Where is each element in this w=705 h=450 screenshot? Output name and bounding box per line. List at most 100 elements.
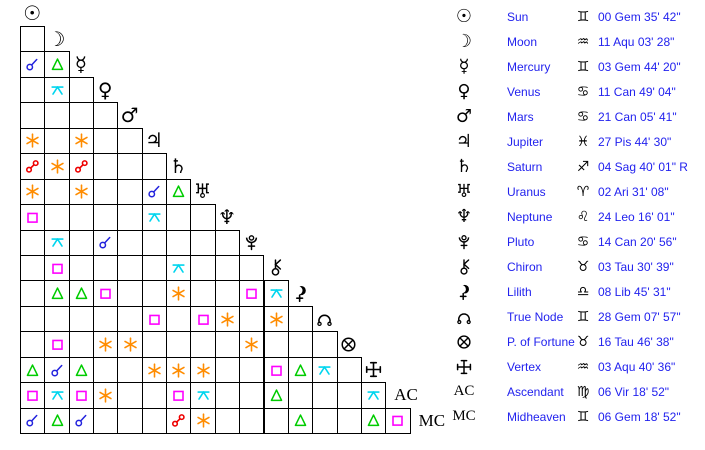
sextile-aspect-icon (172, 362, 186, 378)
chiron-glyph (443, 258, 485, 275)
quincunx-aspect-icon (172, 263, 185, 273)
mars-glyph: ♂ (455, 105, 473, 127)
pluto-glyph-icon (458, 234, 470, 249)
truenode-glyph-icon (457, 312, 471, 324)
trine-aspect-icon (294, 414, 307, 427)
aspect-cell-midheaven-lilith (287, 407, 314, 435)
position-row-pluto: Pluto ♋ 14 Can 20' 56" (443, 229, 705, 254)
quincunx-aspect-icon (196, 391, 210, 400)
mars-name: Mars (507, 109, 534, 124)
aspect-cell-uranus-venus (93, 178, 119, 206)
aspect-cell-ascendant-vertex (360, 382, 387, 409)
quincunx-aspect-icon (148, 213, 161, 222)
mercury-position: 03 Gem 44' 20" (598, 59, 681, 74)
aspect-cell-vertex-pfortune (336, 356, 362, 384)
aspect-cell-saturn-venus (93, 153, 119, 180)
aspect-cell-jupiter-moon (44, 127, 70, 155)
aspect-cell-truenode-uranus (190, 305, 216, 333)
sun-name: Sun (507, 9, 529, 24)
aspect-cell-midheaven-chiron (263, 407, 289, 435)
pfortune-name: P. of Fortune (507, 334, 575, 349)
aspect-cell-lilith-neptune (214, 280, 241, 307)
mars-position: 21 Can 05' 41" (598, 109, 677, 124)
position-row-midheaven: MC Midheaven ♊ 06 Gem 18' 52" (443, 404, 705, 429)
pisces-sign-icon: ♓ (576, 133, 590, 150)
midheaven-grid-glyph: MC (418, 410, 446, 430)
aspect-cell-midheaven-mercury (68, 407, 95, 435)
aspect-cell-venus-mercury (68, 76, 95, 104)
square-aspect-icon (270, 365, 282, 376)
opposition-aspect-icon (74, 159, 88, 173)
trine-aspect-icon (26, 363, 39, 376)
aspect-cell-truenode-chiron (263, 305, 289, 333)
aspect-cell-ascendant-lilith (287, 382, 314, 409)
aspect-cell-chiron-neptune (214, 255, 241, 282)
aspect-cell-jupiter-sun (20, 127, 46, 155)
aspect-cell-midheaven-ascendant (385, 407, 411, 435)
jupiter-grid-glyph: ♃ (144, 128, 163, 153)
sextile-aspect-icon (196, 362, 210, 378)
midheaven-position: 06 Gem 18' 52" (598, 409, 681, 424)
trine-aspect-icon (270, 389, 282, 402)
vertex-name: Vertex (507, 359, 542, 374)
midheaven-glyph: MC (452, 408, 476, 424)
aspect-cell-pluto-mars (117, 229, 143, 256)
aspect-cell-vertex-moon (44, 356, 70, 384)
aspectarian-grid: ☉ ☽ ☿ ♀ ♂ ♃ ♄ ♅ ♆ AC MC (20, 1, 445, 435)
conjunction-aspect-icon (26, 415, 38, 427)
jupiter-glyph: ♃ (455, 130, 473, 152)
aspect-cell-uranus-moon (44, 178, 70, 206)
aspect-cell-lilith-venus (93, 280, 119, 307)
square-aspect-icon (100, 288, 112, 300)
mars-grid-glyph: ♂ (120, 103, 139, 128)
chiron-grid-glyph (264, 255, 288, 280)
aspect-cell-pfortune-sun (20, 331, 46, 358)
moon-grid-glyph: ☽ (47, 26, 66, 51)
aspect-cell-vertex-uranus (190, 356, 216, 384)
aspect-cell-pluto-mercury (68, 229, 95, 256)
aspect-cell-mars-sun (20, 102, 46, 129)
sextile-aspect-icon (123, 337, 137, 352)
aspect-cell-vertex-mars (117, 356, 143, 384)
ascendant-position: 06 Vir 18' 52" (598, 384, 670, 399)
venus-glyph: ♀ (457, 80, 471, 102)
square-aspect-icon (197, 314, 209, 325)
planet-positions-table: ☉ Sun ♊ 00 Gem 35' 42" ☽ Moon ♒ 11 Aqu 03' 28" ☿… (443, 4, 705, 429)
ascendant-glyph: AC (453, 383, 475, 399)
square-aspect-icon (27, 212, 38, 223)
aspect-cell-pluto-neptune (214, 229, 241, 256)
position-row-ascendant: AC Ascendant ♍ 06 Vir 18' 52" (443, 379, 705, 404)
pfortune-glyph (443, 334, 485, 350)
aspect-cell-vertex-lilith (287, 356, 314, 384)
ascendant-grid-glyph: AC (394, 385, 418, 405)
sun-grid-glyph: ☉ (23, 1, 42, 26)
sextile-aspect-icon (50, 159, 64, 174)
aspect-cell-ascendant-moon (44, 382, 70, 409)
aspect-cell-truenode-pluto (239, 305, 265, 333)
aspect-cell-ascendant-mars (117, 382, 143, 409)
square-aspect-icon (51, 263, 63, 274)
sextile-aspect-icon (99, 388, 112, 403)
aspect-cell-pfortune-neptune (214, 331, 241, 358)
aspect-cell-ascendant-pfortune (336, 382, 362, 409)
aspect-cell-neptune-venus (93, 204, 119, 231)
position-row-vertex: Vertex ♒ 03 Aqu 40' 36" (443, 354, 705, 379)
aspect-cell-ascendant-jupiter (141, 382, 168, 409)
aspect-cell-midheaven-pfortune (336, 407, 362, 435)
aspect-cell-mars-venus (93, 102, 119, 129)
position-row-moon: ☽ Moon ♒ 11 Aqu 03' 28" (443, 29, 705, 54)
chiron-glyph-icon (460, 258, 470, 275)
aspect-cell-uranus-saturn (166, 178, 192, 206)
virgo-sign-icon: ♍ (576, 383, 590, 400)
aspect-cell-lilith-saturn (166, 280, 192, 307)
aspect-cell-lilith-sun (20, 280, 46, 307)
position-row-mars: ♂ Mars ♋ 21 Can 05' 41" (443, 104, 705, 129)
aspect-cell-pfortune-pluto (239, 331, 265, 358)
chiron-glyph-icon (271, 259, 282, 276)
aspect-cell-truenode-moon (44, 305, 70, 333)
sextile-aspect-icon (75, 184, 88, 200)
aspect-cell-chiron-moon (44, 255, 70, 282)
pfortune-position: 16 Tau 46' 38" (598, 334, 674, 349)
aspect-cell-ascendant-mercury (68, 382, 95, 409)
aspect-cell-neptune-moon (44, 204, 70, 231)
